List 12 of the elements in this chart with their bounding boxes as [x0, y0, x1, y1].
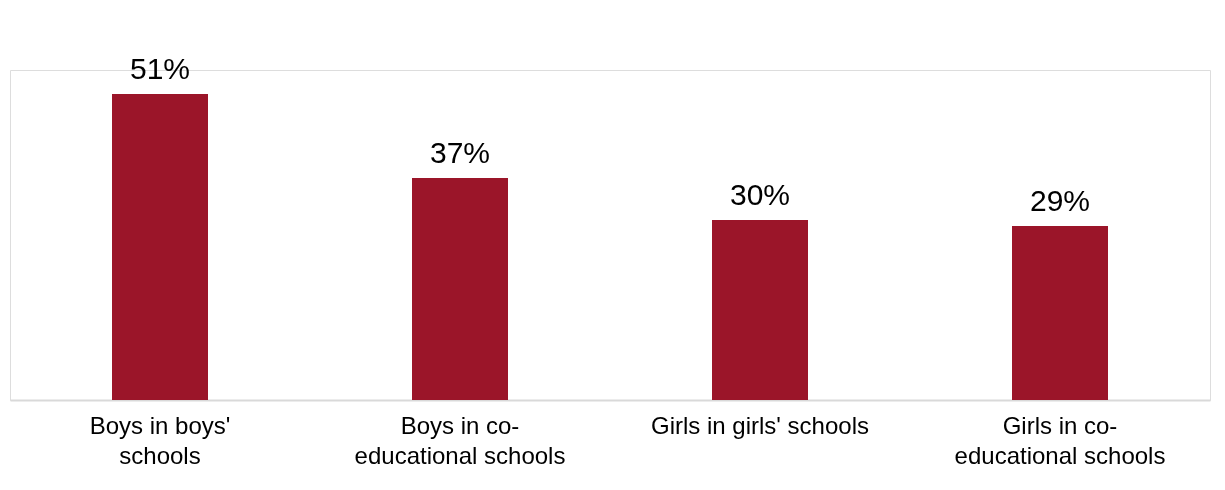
- bar: [412, 178, 508, 400]
- bar: [712, 220, 808, 400]
- bar: [112, 94, 208, 400]
- x-tick-label: Boys in co-educational schools: [354, 411, 566, 469]
- data-label: 51%: [129, 52, 191, 85]
- x-tick-label: Girls in co-educational schools: [954, 411, 1166, 469]
- data-label: 37%: [429, 136, 491, 169]
- x-tick-label: Girls in girls' schools: [651, 411, 869, 439]
- data-label: 29%: [1029, 184, 1091, 217]
- x-tick-label: Boys in boys' schools: [89, 411, 231, 469]
- bar: [1012, 226, 1108, 400]
- data-label: 30%: [729, 178, 791, 211]
